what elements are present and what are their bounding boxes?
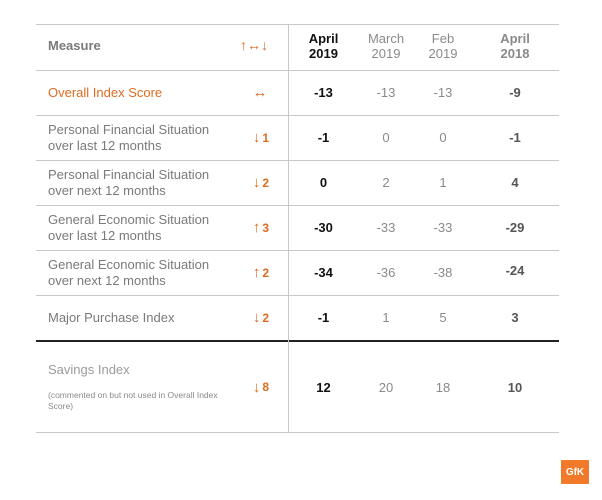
row-savings-index: Savings Index (commented on but not used… <box>48 342 230 432</box>
table-cell: -1 <box>509 130 521 145</box>
down-arrow-icon: ↓ <box>252 378 261 396</box>
header-col-april-2018: April 2018 <box>500 31 530 61</box>
row-divider <box>36 70 559 71</box>
table-cell: 12 <box>316 379 331 395</box>
table-cell: -38 <box>433 265 453 280</box>
row-ges-next-change: ↑ 2 <box>252 264 270 281</box>
down-arrow-icon: ↓ <box>252 309 261 326</box>
table-cell: 2 <box>382 175 390 190</box>
table-cell: -24 <box>505 263 525 278</box>
row-pfs-next-change: ↓ 2 <box>252 174 270 191</box>
table-cell: 0 <box>319 175 328 190</box>
table-cell: -1 <box>317 310 330 325</box>
table-cell: -13 <box>314 85 333 100</box>
row-pfs-last-change: ↓ 1 <box>252 129 270 146</box>
row-divider <box>36 115 559 116</box>
table-cell: 10 <box>507 379 523 395</box>
table-cell: 18 <box>435 379 451 395</box>
table-top-border <box>36 24 559 25</box>
row-divider <box>36 295 559 296</box>
table-cell: -34 <box>314 265 333 280</box>
table-cell: 4 <box>511 175 519 190</box>
row-ges-last-label: General Economic Situation over last 12 … <box>48 211 210 243</box>
header-col-april-2019: April 2019 <box>308 31 339 61</box>
row-overall-index-label: Overall Index Score <box>48 84 163 100</box>
row-ges-last-change: ↑ 3 <box>252 219 270 236</box>
table-cell: 1 <box>382 310 390 325</box>
table-cell: 1 <box>439 175 447 190</box>
table-cell: -30 <box>314 220 333 235</box>
table-cell: -1 <box>317 130 330 145</box>
down-arrow-icon: ↓ <box>252 129 261 146</box>
row-major-purchase-change: ↓ 2 <box>252 309 270 326</box>
steady-arrow-icon: ↔ <box>252 84 268 101</box>
row-overall-index-change: ↔ <box>238 70 284 115</box>
row-pfs-next-label: Personal Financial Situation over next 1… <box>48 166 210 198</box>
savings-separator <box>36 340 559 342</box>
row-divider <box>36 205 559 206</box>
up-arrow-icon: ↑ <box>252 264 261 281</box>
row-savings-label: Savings Index <box>48 362 130 377</box>
table-cell: 0 <box>382 130 390 145</box>
table-cell: -9 <box>509 85 521 100</box>
table-cell: -36 <box>376 265 396 280</box>
table-cell: -33 <box>376 220 396 235</box>
table-cell: -33 <box>433 220 453 235</box>
row-major-purchase-label: Major Purchase Index <box>48 309 175 325</box>
row-savings-note: (commented on but not used in Overall In… <box>48 390 218 411</box>
row-pfs-last-label: Personal Financial Situation over last 1… <box>48 121 210 153</box>
row-savings-change: ↓ 8 <box>252 378 270 396</box>
table-cell: 3 <box>511 310 519 325</box>
table-cell: -13 <box>376 85 396 100</box>
header-col-march-2019: March 2019 <box>367 31 405 61</box>
table-cell: 5 <box>439 310 447 325</box>
table-cell: 20 <box>378 379 394 395</box>
row-ges-next-label: General Economic Situation over next 12 … <box>48 256 210 288</box>
down-arrow-icon: ↓ <box>252 174 261 191</box>
header-arrows-icon: ↑↔↓ <box>240 37 268 53</box>
gfk-logo: GfK <box>561 460 589 484</box>
row-divider <box>36 160 559 161</box>
table-cell: 0 <box>439 130 447 145</box>
table-bottom-border <box>36 432 559 433</box>
row-divider <box>36 250 559 251</box>
header-col-feb-2019: Feb 2019 <box>428 31 458 61</box>
up-arrow-icon: ↑ <box>252 219 261 236</box>
table-cell: -29 <box>505 220 525 235</box>
header-measure: Measure <box>48 38 101 53</box>
column-divider <box>288 24 289 432</box>
table-cell: -13 <box>433 85 453 100</box>
